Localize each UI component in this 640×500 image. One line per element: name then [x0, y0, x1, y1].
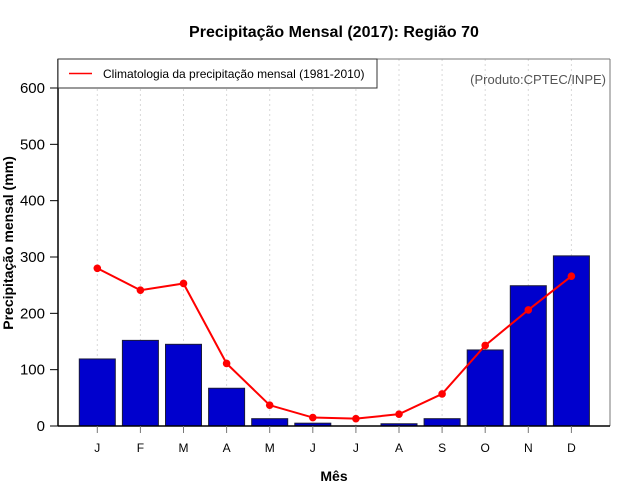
x-axis-label: Mês	[320, 468, 347, 484]
line-point	[179, 279, 188, 288]
climatology-line	[96, 267, 573, 420]
credit-text: (Produto:CPTEC/INPE)	[470, 72, 606, 87]
y-tick-label: 300	[20, 249, 45, 266]
bar	[423, 418, 461, 427]
x-tick-label: J	[94, 441, 100, 455]
bar-series	[78, 255, 590, 427]
x-tick-label: A	[223, 441, 231, 455]
bar	[78, 358, 116, 427]
line-point	[309, 413, 317, 422]
bar	[165, 343, 202, 427]
x-tick-label: M	[179, 441, 189, 455]
y-tick-label: 100	[20, 362, 45, 379]
x-tick-label: A	[395, 441, 403, 455]
line-point	[481, 341, 490, 350]
line-point	[395, 410, 403, 418]
bar	[466, 349, 504, 427]
line-point	[524, 306, 533, 314]
line-series	[93, 264, 576, 423]
y-tick-label: 500	[20, 136, 45, 153]
chart-title: Precipitação Mensal (2017): Região 70	[189, 24, 479, 41]
line-point	[352, 414, 360, 423]
x-tick-label: O	[481, 441, 490, 455]
legend-label: Climatologia da precipitação mensal (198…	[103, 67, 364, 81]
line-point	[136, 286, 145, 295]
bar	[251, 418, 289, 427]
bar	[552, 255, 590, 427]
x-tick-label: N	[524, 441, 533, 455]
y-axis-label: Precipitação mensal (mm)	[0, 156, 16, 330]
x-tick-label: F	[137, 441, 144, 455]
line-point	[265, 401, 274, 409]
x-tick-label: D	[567, 441, 576, 455]
line-point	[567, 272, 576, 280]
bar	[121, 339, 159, 427]
y-tick-label: 600	[20, 80, 45, 97]
x-tick-label: J	[310, 441, 316, 455]
y-tick-label: 200	[20, 305, 45, 322]
legend-box	[57, 58, 378, 89]
x-tick-label: S	[438, 441, 446, 455]
y-tick-label: 0	[37, 418, 45, 435]
line-point	[93, 264, 102, 273]
x-tick-label: M	[265, 441, 275, 455]
line-point	[438, 390, 446, 398]
y-axis-ticks: 0 100 200 300 400 500 600	[20, 80, 58, 435]
bar	[208, 387, 246, 427]
x-tick-label: J	[353, 441, 359, 455]
line-point	[222, 359, 231, 368]
legend: Climatologia da precipitação mensal (198…	[57, 58, 378, 89]
y-tick-label: 400	[20, 193, 45, 210]
